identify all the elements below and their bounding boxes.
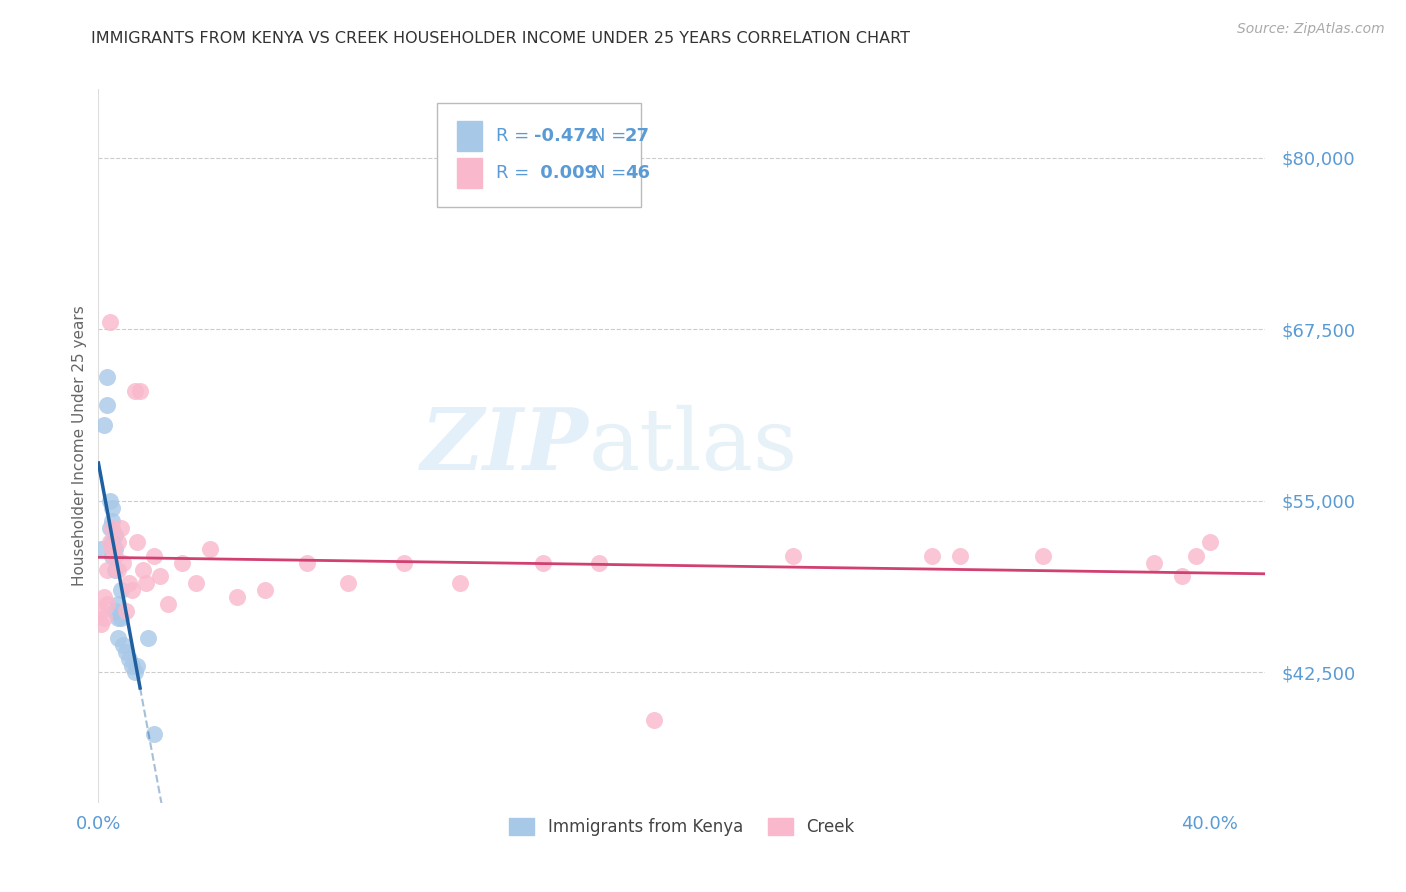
Point [170, 556, 193, 570]
Text: N =: N = [592, 127, 626, 145]
Point [588, 556, 610, 570]
Point [104, 562, 127, 576]
Point [93, 590, 115, 604]
Point [101, 535, 124, 549]
Point [101, 549, 124, 563]
Point [101, 515, 124, 529]
Point [115, 645, 138, 659]
Point [101, 521, 124, 535]
Text: 27: 27 [624, 127, 650, 145]
Point [93, 610, 115, 624]
Point [101, 500, 124, 515]
Point [104, 604, 127, 618]
Text: R =: R = [496, 164, 530, 182]
Point [118, 576, 141, 591]
Legend: Immigrants from Kenya, Creek: Immigrants from Kenya, Creek [501, 810, 863, 845]
Point [98, 535, 121, 549]
Point [112, 556, 135, 570]
Text: 0.009: 0.009 [534, 164, 596, 182]
FancyBboxPatch shape [437, 103, 641, 207]
Point [949, 549, 972, 563]
Point [643, 714, 665, 728]
Text: R =: R = [496, 127, 530, 145]
Point [531, 556, 554, 570]
Point [295, 556, 318, 570]
Point [107, 631, 129, 645]
Point [392, 556, 415, 570]
Text: -0.474: -0.474 [534, 127, 598, 145]
Point [104, 528, 127, 542]
Bar [457, 159, 482, 188]
Point [127, 535, 149, 549]
Point [156, 597, 179, 611]
Point [98, 521, 121, 535]
Point [112, 638, 135, 652]
Point [1198, 535, 1220, 549]
Point [782, 549, 804, 563]
Point [104, 549, 127, 563]
Point [96, 597, 118, 611]
Y-axis label: Householder Income Under 25 years: Householder Income Under 25 years [72, 306, 87, 586]
Point [148, 569, 170, 583]
Point [115, 604, 138, 618]
Point [184, 576, 207, 591]
Point [121, 583, 143, 598]
Point [96, 398, 118, 412]
Text: ZIP: ZIP [420, 404, 589, 488]
Point [101, 541, 124, 556]
Point [337, 576, 360, 591]
Point [107, 610, 129, 624]
Point [124, 665, 146, 680]
Point [132, 562, 155, 576]
Point [254, 583, 277, 598]
Point [107, 535, 129, 549]
Point [143, 549, 166, 563]
Point [90, 604, 112, 618]
Point [226, 590, 249, 604]
Point [90, 617, 112, 632]
Bar [457, 120, 482, 151]
Point [98, 494, 121, 508]
Text: N =: N = [592, 164, 626, 182]
Point [93, 418, 115, 433]
Point [98, 316, 121, 330]
Point [449, 576, 471, 591]
Point [110, 610, 132, 624]
Point [96, 370, 118, 384]
Point [96, 562, 118, 576]
Point [1185, 549, 1208, 563]
Text: IMMIGRANTS FROM KENYA VS CREEK HOUSEHOLDER INCOME UNDER 25 YEARS CORRELATION CHA: IMMIGRANTS FROM KENYA VS CREEK HOUSEHOLD… [91, 31, 911, 46]
Point [143, 727, 166, 741]
Text: atlas: atlas [589, 404, 797, 488]
Point [110, 521, 132, 535]
Point [118, 651, 141, 665]
Point [1032, 549, 1054, 563]
Point [107, 562, 129, 576]
Point [921, 549, 943, 563]
Point [107, 597, 129, 611]
Point [135, 576, 157, 591]
Point [127, 658, 149, 673]
Point [121, 658, 143, 673]
Text: 46: 46 [624, 164, 650, 182]
Point [110, 583, 132, 598]
Point [129, 384, 152, 398]
Point [104, 541, 127, 556]
Point [1171, 569, 1194, 583]
Point [198, 541, 221, 556]
Point [124, 384, 146, 398]
Point [138, 631, 160, 645]
Point [90, 541, 112, 556]
Point [1143, 556, 1166, 570]
Text: Source: ZipAtlas.com: Source: ZipAtlas.com [1237, 22, 1385, 37]
